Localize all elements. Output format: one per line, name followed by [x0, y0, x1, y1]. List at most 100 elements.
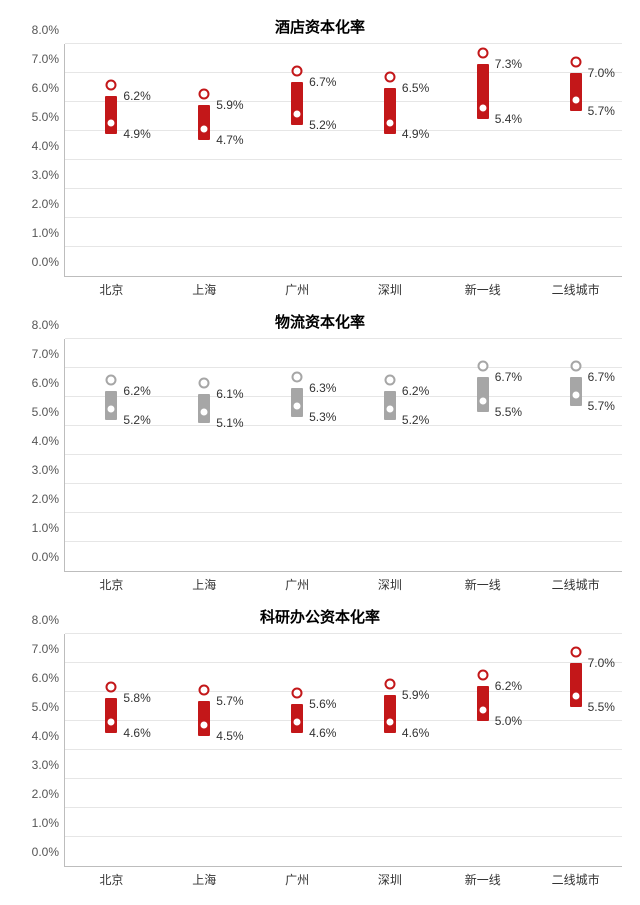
- high-value-label: 7.3%: [495, 57, 522, 71]
- grid-line: [65, 367, 622, 368]
- grid-line: [65, 512, 622, 513]
- high-marker: [384, 678, 395, 689]
- y-tick-label: 3.0%: [11, 168, 59, 182]
- grid-line: [65, 662, 622, 663]
- grid-line: [65, 836, 622, 837]
- y-tick-label: 2.0%: [11, 787, 59, 801]
- high-value-label: 6.1%: [216, 387, 243, 401]
- y-tick-label: 1.0%: [11, 226, 59, 240]
- low-marker: [477, 395, 488, 406]
- low-marker: [106, 404, 117, 415]
- high-marker: [106, 375, 117, 386]
- x-tick-label: 深圳: [378, 871, 402, 888]
- grid-line: [65, 807, 622, 808]
- high-value-label: 5.9%: [402, 688, 429, 702]
- y-tick-label: 0.0%: [11, 550, 59, 564]
- y-tick-label: 2.0%: [11, 492, 59, 506]
- low-marker: [292, 401, 303, 412]
- plot-area: 0.0%1.0%2.0%3.0%4.0%5.0%6.0%7.0%8.0%北京5.…: [64, 339, 622, 572]
- high-value-label: 7.0%: [588, 66, 615, 80]
- chart-0: 酒店资本化率 0.0%1.0%2.0%3.0%4.0%5.0%6.0%7.0%8.…: [4, 10, 636, 305]
- x-tick-label: 上海: [192, 576, 216, 593]
- y-tick-label: 5.0%: [11, 405, 59, 419]
- low-value-label: 5.2%: [309, 118, 336, 132]
- x-tick-label: 新一线: [465, 871, 501, 888]
- grid-line: [65, 720, 622, 721]
- low-marker: [199, 407, 210, 418]
- y-tick-label: 7.0%: [11, 52, 59, 66]
- y-tick-label: 4.0%: [11, 729, 59, 743]
- y-tick-label: 0.0%: [11, 255, 59, 269]
- grid-line: [65, 483, 622, 484]
- high-marker: [384, 71, 395, 82]
- low-value-label: 4.6%: [402, 726, 429, 740]
- chart-title: 物流资本化率: [4, 305, 636, 334]
- x-tick-label: 新一线: [465, 576, 501, 593]
- y-tick-label: 8.0%: [11, 23, 59, 37]
- low-marker: [199, 123, 210, 134]
- high-marker: [199, 88, 210, 99]
- low-value-label: 5.0%: [495, 714, 522, 728]
- x-tick-label: 深圳: [378, 576, 402, 593]
- grid-line: [65, 633, 622, 634]
- plot-area: 0.0%1.0%2.0%3.0%4.0%5.0%6.0%7.0%8.0%北京4.…: [64, 44, 622, 277]
- high-value-label: 6.2%: [402, 384, 429, 398]
- high-marker: [106, 80, 117, 91]
- y-tick-label: 5.0%: [11, 110, 59, 124]
- low-marker: [477, 103, 488, 114]
- high-marker: [477, 48, 488, 59]
- low-marker: [106, 117, 117, 128]
- grid-line: [65, 338, 622, 339]
- y-tick-label: 8.0%: [11, 613, 59, 627]
- x-tick-label: 二线城市: [552, 576, 600, 593]
- y-tick-label: 3.0%: [11, 758, 59, 772]
- high-marker: [570, 647, 581, 658]
- grid-line: [65, 541, 622, 542]
- grid-line: [65, 72, 622, 73]
- y-tick-label: 4.0%: [11, 434, 59, 448]
- high-value-label: 5.6%: [309, 697, 336, 711]
- chart-title: 酒店资本化率: [4, 10, 636, 39]
- low-value-label: 4.7%: [216, 133, 243, 147]
- low-value-label: 5.5%: [588, 700, 615, 714]
- low-value-label: 5.5%: [495, 405, 522, 419]
- high-marker: [292, 372, 303, 383]
- high-value-label: 5.7%: [216, 694, 243, 708]
- low-marker: [199, 719, 210, 730]
- high-marker: [477, 360, 488, 371]
- x-tick-label: 二线城市: [552, 871, 600, 888]
- low-value-label: 5.7%: [588, 399, 615, 413]
- chart-1: 物流资本化率 0.0%1.0%2.0%3.0%4.0%5.0%6.0%7.0%8.…: [4, 305, 636, 600]
- chart-2: 科研办公资本化率0.0%1.0%2.0%3.0%4.0%5.0%6.0%7.0%…: [4, 600, 636, 895]
- x-tick-label: 上海: [192, 281, 216, 298]
- low-value-label: 5.2%: [402, 413, 429, 427]
- low-marker: [292, 716, 303, 727]
- low-marker: [570, 94, 581, 105]
- low-value-label: 4.5%: [216, 729, 243, 743]
- grid-line: [65, 188, 622, 189]
- x-tick-label: 二线城市: [552, 281, 600, 298]
- low-value-label: 4.6%: [123, 726, 150, 740]
- high-value-label: 6.7%: [588, 370, 615, 384]
- y-tick-label: 1.0%: [11, 816, 59, 830]
- grid-line: [65, 159, 622, 160]
- high-value-label: 6.5%: [402, 81, 429, 95]
- low-marker: [384, 716, 395, 727]
- y-tick-label: 4.0%: [11, 139, 59, 153]
- high-marker: [384, 375, 395, 386]
- y-tick-label: 6.0%: [11, 81, 59, 95]
- chart-title: 科研办公资本化率: [4, 600, 636, 629]
- high-marker: [106, 681, 117, 692]
- high-marker: [292, 65, 303, 76]
- high-value-label: 5.9%: [216, 98, 243, 112]
- grid-line: [65, 749, 622, 750]
- low-value-label: 5.1%: [216, 416, 243, 430]
- x-tick-label: 深圳: [378, 281, 402, 298]
- y-tick-label: 6.0%: [11, 671, 59, 685]
- low-value-label: 5.2%: [123, 413, 150, 427]
- high-value-label: 6.3%: [309, 381, 336, 395]
- high-value-label: 5.8%: [123, 691, 150, 705]
- low-value-label: 4.9%: [402, 127, 429, 141]
- high-value-label: 6.2%: [123, 384, 150, 398]
- low-marker: [477, 705, 488, 716]
